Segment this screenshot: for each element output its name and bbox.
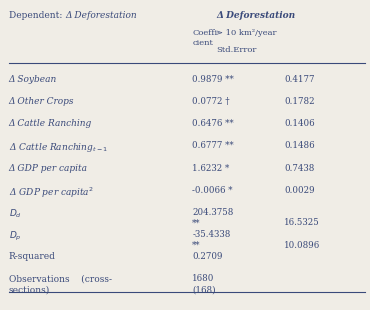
Text: Δ GDP per capita$^2$: Δ GDP per capita$^2$ xyxy=(9,186,94,200)
Text: 204.3758: 204.3758 xyxy=(192,208,234,217)
Text: Δ Cattle Ranching: Δ Cattle Ranching xyxy=(9,119,92,128)
Text: 0.7438: 0.7438 xyxy=(284,164,314,173)
Text: 0.1486: 0.1486 xyxy=(284,141,315,150)
Text: 16.5325: 16.5325 xyxy=(284,219,320,228)
Text: > 10 km²/year: > 10 km²/year xyxy=(216,29,277,37)
Text: R-squared: R-squared xyxy=(9,252,56,261)
Text: -35.4338: -35.4338 xyxy=(192,230,231,239)
Text: 0.0772 †: 0.0772 † xyxy=(192,97,230,106)
Text: 10.0896: 10.0896 xyxy=(284,241,320,250)
Text: 1680
(168): 1680 (168) xyxy=(192,274,216,294)
Text: 0.4177: 0.4177 xyxy=(284,75,314,84)
Text: Δ Cattle Ranching$_{t-1}$: Δ Cattle Ranching$_{t-1}$ xyxy=(9,141,108,154)
Text: Δ Other Crops: Δ Other Crops xyxy=(9,97,74,106)
Text: $D_p$: $D_p$ xyxy=(9,230,21,243)
Text: 0.1782: 0.1782 xyxy=(284,97,315,106)
Text: Δ Deforestation: Δ Deforestation xyxy=(65,11,137,20)
Text: Δ Deforestation: Δ Deforestation xyxy=(216,11,295,20)
Text: Std.Error: Std.Error xyxy=(216,46,256,54)
Text: Dependent:: Dependent: xyxy=(9,11,65,20)
Text: Δ Soybean: Δ Soybean xyxy=(9,75,57,84)
Text: 0.6476 **: 0.6476 ** xyxy=(192,119,234,128)
Text: 1.6232 *: 1.6232 * xyxy=(192,164,230,173)
Text: Coeffi-
cient: Coeffi- cient xyxy=(192,29,221,47)
Text: $D_d$: $D_d$ xyxy=(9,208,22,220)
Text: 0.6777 **: 0.6777 ** xyxy=(192,141,234,150)
Text: 0.0029: 0.0029 xyxy=(284,186,315,195)
Text: 0.1406: 0.1406 xyxy=(284,119,315,128)
Text: Δ GDP per capita: Δ GDP per capita xyxy=(9,164,88,173)
Text: Observations    (cross-
sections): Observations (cross- sections) xyxy=(9,274,112,294)
Text: 0.2709: 0.2709 xyxy=(192,252,223,261)
Text: 0.9879 **: 0.9879 ** xyxy=(192,75,234,84)
Text: **: ** xyxy=(192,241,201,250)
Text: **: ** xyxy=(192,219,201,228)
Text: -0.0066 *: -0.0066 * xyxy=(192,186,233,195)
